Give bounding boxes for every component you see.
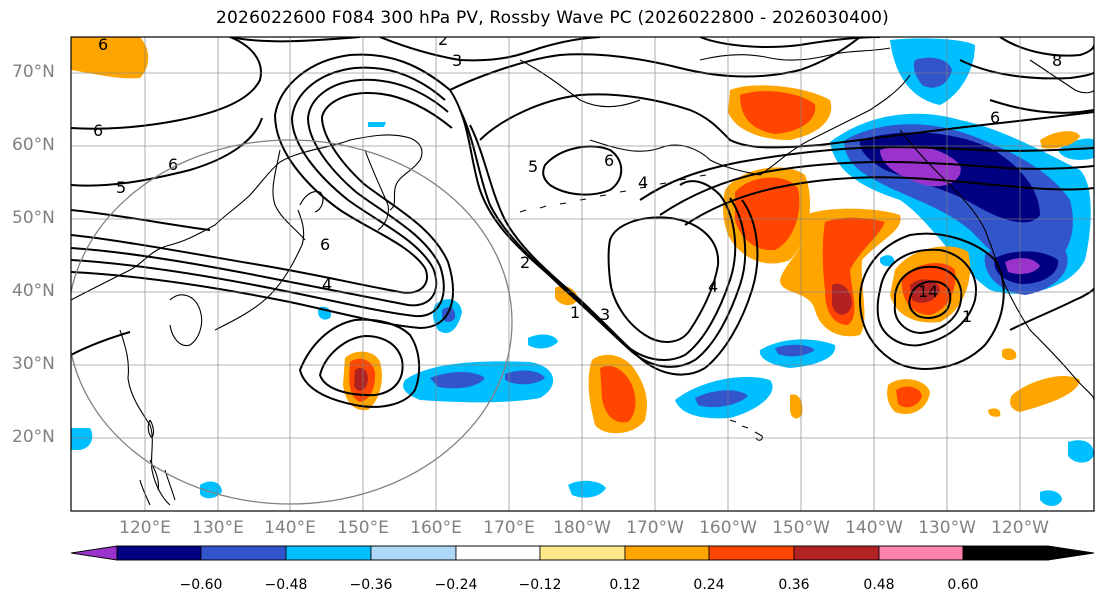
north-america-coastline	[899, 129, 1094, 401]
contour-label: 3	[600, 305, 610, 324]
contour-label: 5	[116, 178, 126, 197]
contour-label: 4	[322, 275, 332, 294]
colorbar-tick-label: −0.24	[434, 577, 478, 593]
lon-label-130e: 130°E	[192, 518, 244, 538]
japan-coastline	[214, 209, 305, 331]
lat-label-30n: 30°N	[12, 354, 55, 374]
lat-label-40n: 40°N	[12, 281, 55, 301]
colorbar-cell-4	[370, 545, 457, 561]
lat-label-60n: 60°N	[12, 135, 55, 155]
contour-label: 2	[438, 30, 448, 49]
asia-coastline	[71, 134, 423, 301]
colorbar-tick-label: −0.36	[349, 577, 393, 593]
contour-4-center	[607, 216, 720, 343]
colorbar-tick-label: −0.60	[179, 577, 223, 593]
bering-coastline	[519, 59, 641, 108]
lon-label-160e: 160°E	[410, 518, 462, 538]
lon-label-120w: 120°W	[991, 518, 1049, 538]
contour-label: 6	[990, 108, 1000, 127]
china-coastline	[119, 329, 171, 506]
colorbar-tick-label: 0.60	[947, 577, 979, 593]
contour-label: 1	[570, 303, 580, 322]
contour-jet-north	[449, 37, 861, 91]
contour-trough-west-2	[71, 66, 446, 307]
contour-label: 4	[708, 277, 718, 296]
contour-trough-west-1	[71, 53, 451, 294]
colorbar-cell-2	[200, 545, 287, 561]
contour-ridge-6	[542, 145, 623, 196]
colorbar-cell-9	[793, 545, 880, 561]
lon-label-140e: 140°E	[264, 518, 316, 538]
colorbar-tick-label: 0.36	[778, 577, 810, 593]
colorbar-cell-5	[455, 545, 541, 561]
colorbar-tick-label: −0.48	[264, 577, 308, 593]
contour-label: 6	[604, 151, 614, 170]
contour-cutoff-east	[876, 248, 977, 347]
colorbar-tick-label: 0.24	[693, 577, 725, 593]
lon-label-120e: 120°E	[119, 518, 171, 538]
lon-label-130w: 130°W	[918, 518, 976, 538]
colorbar-tick-label: 0.48	[863, 577, 895, 593]
colorbar-cell-0	[70, 545, 118, 561]
reference-circle	[71, 139, 513, 505]
lat-label-50n: 50°N	[12, 208, 55, 228]
lat-label-20n: 20°N	[12, 427, 55, 447]
colorbar-cell-11	[962, 545, 1095, 561]
contour-label: 6	[98, 35, 108, 54]
colorbar-outline	[70, 545, 1095, 561]
figure-title: 2026022600 F084 300 hPa PV, Rossby Wave …	[216, 8, 889, 28]
contour-label: 4	[928, 282, 938, 301]
map-frame	[70, 36, 1095, 512]
colorbar-cell-1	[116, 545, 202, 561]
lon-label-150e: 150°E	[337, 518, 389, 538]
aleutian-islands	[519, 174, 707, 213]
lon-label-180w: 180°W	[553, 518, 611, 538]
colorbar-cell-10	[878, 545, 964, 561]
contour-label: 1	[918, 282, 928, 301]
contour-label: 2	[520, 253, 530, 272]
lat-label-70n: 70°N	[12, 62, 55, 82]
contour-ridge-central	[449, 89, 737, 361]
korea-coastline	[169, 294, 203, 347]
contour-label: 3	[452, 51, 462, 70]
positive-anomaly-northwest	[71, 37, 149, 79]
contour-label: 5	[528, 157, 538, 176]
lon-label-160w: 160°W	[699, 518, 757, 538]
contour-labels: 6 2 3 8 6 6 6 5 5 6 6 4 4 2 3 1 4 1 1 4	[93, 30, 1062, 326]
alaska-coastline	[589, 74, 911, 176]
lon-label-170w: 170°W	[626, 518, 684, 538]
gridlines	[71, 37, 1094, 511]
contour-label: 6	[168, 155, 178, 174]
colorbar-cell-8	[708, 545, 795, 561]
lon-label-150w: 150°W	[772, 518, 830, 538]
lon-label-140w: 140°W	[845, 518, 903, 538]
contour-label: 6	[93, 121, 103, 140]
colorbar	[70, 545, 1095, 561]
colorbar-cell-6	[539, 545, 626, 561]
contour-label: 4	[638, 173, 648, 192]
colorbar-tick-label: 0.12	[609, 577, 641, 593]
colorbar-cell-7	[624, 545, 710, 561]
colorbar-cell-3	[285, 545, 372, 561]
coastlines	[71, 47, 1094, 506]
contour-label: 1	[962, 307, 972, 326]
lon-label-170e: 170°E	[483, 518, 535, 538]
contour-label: 6	[320, 235, 330, 254]
colorbar-tick-label: −0.12	[518, 577, 562, 593]
hawaii-islands	[729, 419, 763, 441]
contour-label: 8	[1052, 51, 1062, 70]
